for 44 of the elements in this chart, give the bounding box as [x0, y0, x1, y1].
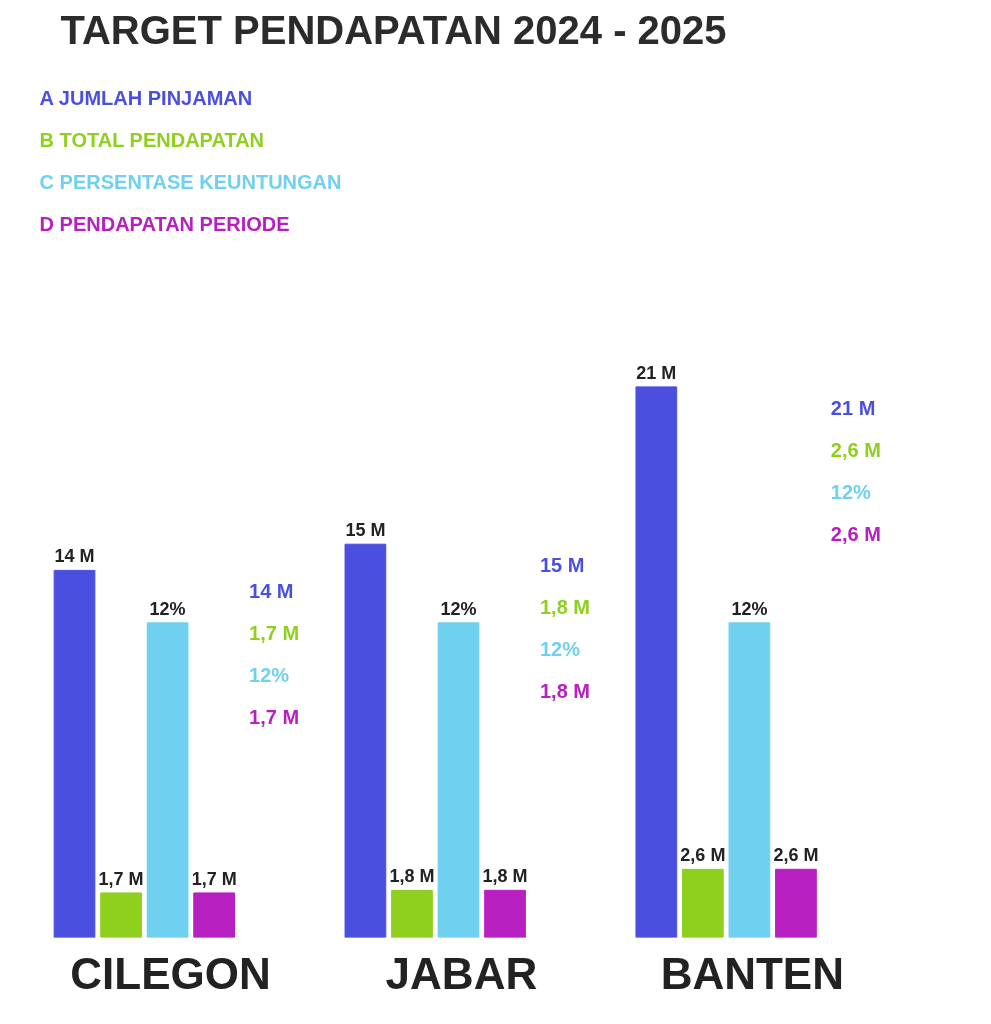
bar: [728, 622, 771, 938]
bar: [146, 622, 189, 938]
annotation: 1,8 M: [539, 596, 590, 619]
bar: [193, 892, 235, 938]
annotation: 21 M: [830, 396, 876, 419]
annotation: 12%: [539, 638, 581, 661]
data-label: 14 M: [54, 546, 95, 567]
data-label: 1,8 M: [482, 866, 528, 887]
bar: [100, 892, 142, 938]
x-tick-label: JABAR: [385, 948, 538, 998]
data-label: 12%: [149, 598, 186, 619]
annotation: 1,7 M: [249, 622, 300, 645]
text: C PERSENTASE KEUNTUNGAN: [39, 170, 342, 193]
bar: [775, 868, 817, 938]
data-label: 12%: [440, 598, 477, 619]
text: B TOTAL PENDAPATAN: [39, 128, 265, 151]
chart-title: TARGET PENDAPATAN 2024 - 2025: [60, 7, 727, 52]
data-label: 15 M: [345, 520, 386, 541]
annotation: 14 M: [249, 580, 294, 603]
bar: [682, 868, 724, 938]
bar: [391, 889, 433, 938]
x-tick-label: BANTEN: [660, 948, 844, 998]
text: A JUMLAH PINJAMAN: [39, 86, 253, 109]
annotation: 2,6 M: [830, 522, 881, 545]
bar: [635, 386, 678, 938]
data-label: 1,7 M: [98, 868, 144, 889]
annotation: 2,6 M: [830, 438, 881, 461]
data-label: 12%: [731, 598, 768, 619]
bar: [53, 569, 96, 938]
data-label: 1,7 M: [191, 868, 237, 889]
x-tick-label: CILEGON: [70, 948, 271, 998]
text: D PENDAPATAN PERIODE: [39, 212, 290, 235]
annotation: 12%: [830, 480, 872, 503]
data-label: 2,6 M: [773, 845, 819, 866]
data-label: 1,8 M: [389, 866, 435, 887]
data-label: 2,6 M: [680, 845, 726, 866]
data-label: 21 M: [636, 362, 677, 383]
annotation: 15 M: [539, 554, 585, 577]
bar: [484, 889, 526, 938]
bar: [344, 543, 387, 938]
annotation: 1,8 M: [539, 680, 590, 703]
annotation: 12%: [249, 664, 290, 687]
annotation: 1,7 M: [249, 706, 300, 729]
bar: [437, 622, 480, 938]
